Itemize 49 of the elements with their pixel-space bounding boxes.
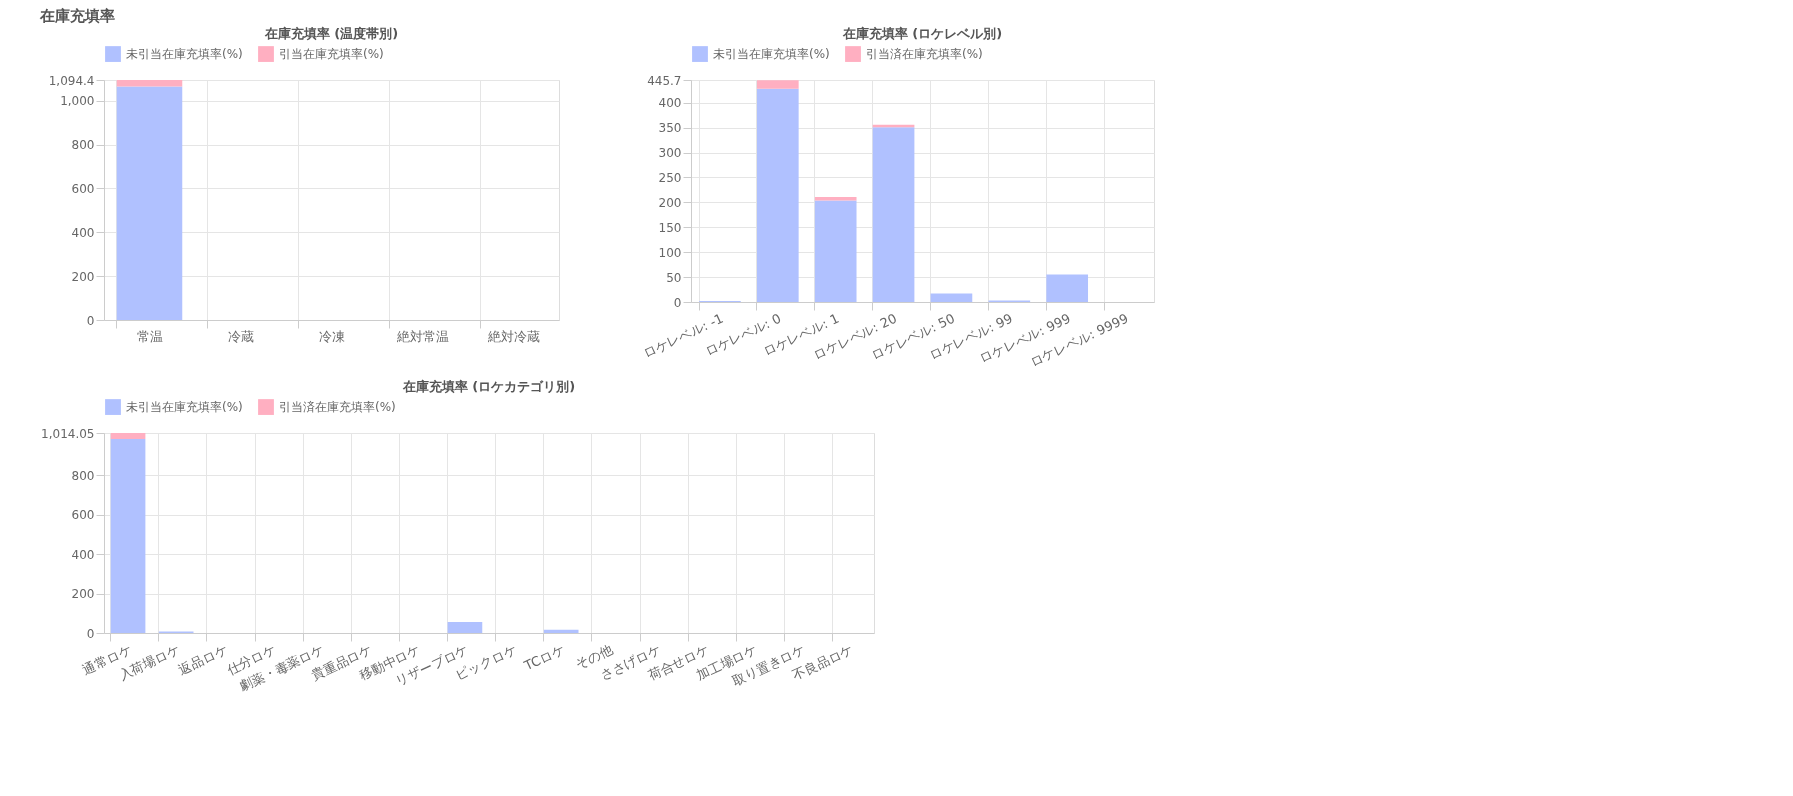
legend-label: 引当済在庫充填率(%): [866, 47, 983, 62]
legend-label: 未引当在庫充填率(%): [713, 47, 830, 62]
y-tick-label: 400: [658, 96, 682, 111]
bar: [756, 80, 799, 89]
y-tick-label: 300: [658, 146, 682, 161]
bar: [110, 433, 146, 439]
chart-title: 在庫充填率 (ロケレベル別): [841, 26, 1003, 41]
bar: [110, 438, 146, 633]
x-tick-label: 絶対常温: [395, 328, 449, 344]
bar: [543, 629, 579, 633]
y-tick-label: 0: [673, 295, 682, 310]
y-tick-label: 50: [666, 270, 682, 285]
text: 在庫充填率: [39, 6, 116, 25]
legend-label: 引当済在庫充填率(%): [279, 400, 396, 415]
y-tick-label: 1,000: [60, 94, 95, 109]
y-tick-label: 200: [71, 269, 95, 284]
bar: [872, 127, 915, 302]
y-tick-label: 400: [71, 547, 95, 562]
y-tick-label: 800: [71, 138, 95, 153]
chart-title: 在庫充填率 (温度帯別): [263, 26, 399, 41]
x-tick-label: 冷蔵: [227, 328, 254, 344]
y-tick-label: 0: [86, 626, 95, 641]
y-tick-label: 350: [658, 121, 682, 136]
y-tick-label: 600: [71, 181, 95, 196]
y-tick-label: 445.7: [647, 73, 682, 88]
y-tick-label: 0: [86, 313, 95, 328]
x-tick-label: 絶対冷蔵: [486, 328, 540, 344]
chart-title: 在庫充填率 (ロケカテゴリ別): [401, 379, 576, 394]
bar: [814, 200, 857, 302]
y-tick-label: 1,094.4: [48, 73, 95, 88]
y-tick-label: 800: [71, 468, 95, 483]
legend-label: 未引当在庫充填率(%): [126, 47, 243, 62]
y-tick-label: 200: [658, 195, 682, 210]
y-tick-label: 150: [658, 220, 682, 235]
y-tick-label: 1,014.05: [41, 426, 95, 441]
y-tick-label: 200: [71, 587, 95, 602]
x-tick-label: TCロケ: [521, 641, 567, 674]
bar: [1046, 274, 1089, 302]
bar: [756, 88, 799, 302]
bar: [447, 621, 483, 633]
x-tick-label: 常温: [136, 328, 163, 344]
y-tick-label: 100: [658, 245, 682, 260]
y-tick-label: 250: [658, 170, 682, 185]
legend-label: 未引当在庫充填率(%): [126, 400, 243, 415]
y-tick-label: 600: [71, 508, 95, 523]
bar: [930, 293, 973, 302]
x-tick-label: 冷凍: [318, 328, 345, 344]
legend-label: 引当在庫充填率(%): [279, 47, 384, 62]
y-tick-label: 400: [71, 225, 95, 240]
